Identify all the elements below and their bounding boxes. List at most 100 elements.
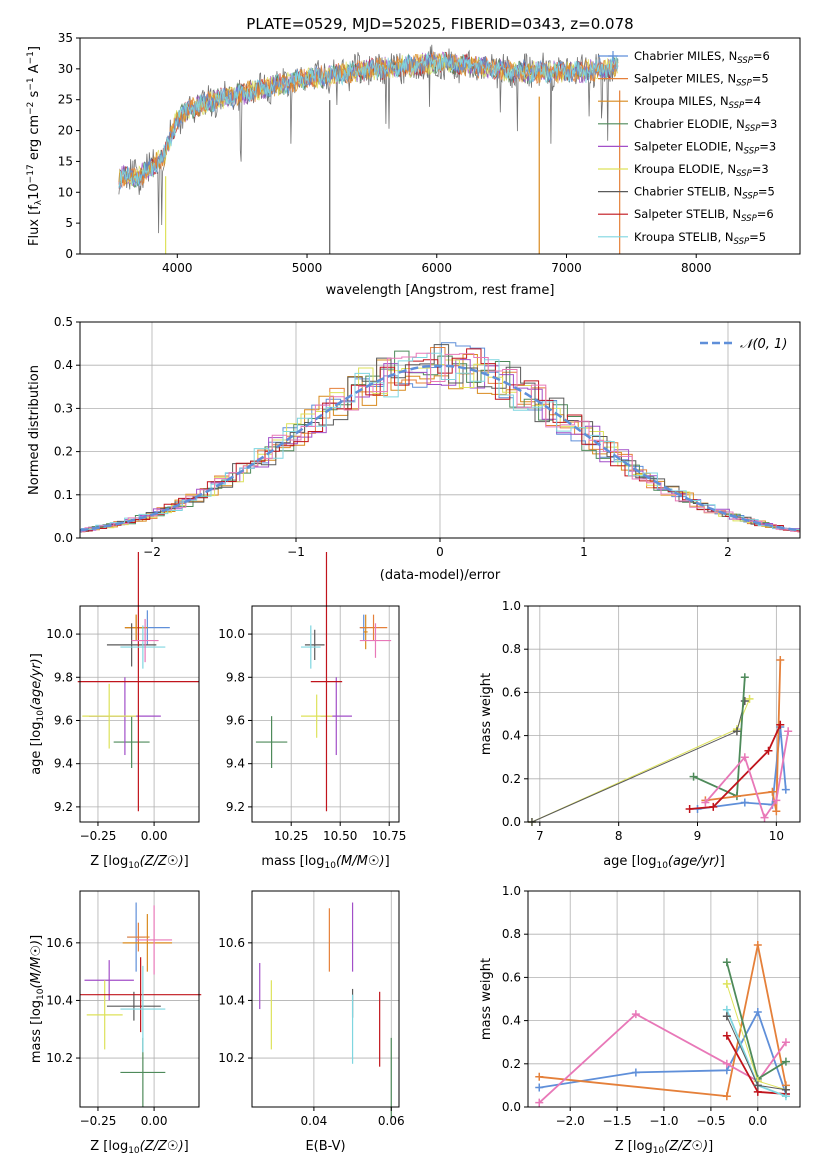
x-tick-label: 0 [436,545,444,559]
axis-ylabel: mass weight [479,958,494,1040]
point-marker [764,746,773,755]
y-tick-label: 0.0 [502,815,521,829]
age-vs-mass-panel: 10.25 10.50 10.75 9.2 9.4 9.6 9.8 10.0 mass [log… [218,552,406,871]
y-tick-label: 9.4 [226,757,245,771]
spectrum-frame [79,37,801,255]
y-tick-label: 9.8 [54,670,73,684]
y-tick-label: 0.6 [502,685,521,699]
subscript: 10 [656,861,668,871]
point-marker [760,813,769,822]
legend-value: =5 [752,72,769,86]
point-marker [772,796,781,805]
y-tick-label: 0 [65,247,73,261]
y-tick-label: 20 [58,124,73,138]
axis-xlabel: Z [log10(Z/Z☉)] [90,854,188,871]
y-tick-label: 10.4 [218,993,245,1007]
point-marker [732,727,741,736]
x-tick-label: 8000 [681,261,712,275]
residuals-panel: −2 −1 0 1 2 0.0 0.1 0.2 0.3 0.4 0.5 (data-model)/e… [27,315,801,583]
axis-ylabel: mass weight [479,673,494,755]
axis-expr: (age/yr) [668,854,720,869]
y-tick-label: 9.2 [226,800,245,814]
subscript: 10 [36,988,46,1000]
axis-xlabel: age [log10(age/yr)] [603,854,725,871]
axis-expr: (age/yr) [29,658,44,710]
y-tick-label: 1.0 [502,599,521,613]
point-marker [745,694,754,703]
x-tick-label: 1 [580,545,588,559]
panel-frame [251,890,400,1108]
panel-frame [251,605,400,823]
y-tick-label: 9.8 [226,670,245,684]
point-marker [631,1068,640,1077]
legend-normal-label: 𝒩(0, 1) [740,337,787,352]
residuals-xlabel: (data-model)/error [380,568,501,583]
x-tick-label: 5000 [292,261,323,275]
x-tick-label: −1 [287,545,305,559]
y-tick-label: 1.0 [502,884,521,898]
point-marker [722,958,731,967]
point-marker [781,785,790,794]
spectrum-panel: 4000 5000 6000 7000 8000 0 5 10 15 20 25 30 35 wavel… [26,31,801,298]
point-marker [740,673,749,682]
weight-line [705,659,782,812]
legend-label: Salpeter MILES, NSSP=5 [634,72,769,89]
y-tick-label: 5 [65,216,73,230]
y-tick-label: 0.8 [502,927,521,941]
x-tick-label: −0.25 [80,829,117,843]
bracket: ] [720,854,725,869]
x-tick-label: 7 [536,829,544,843]
residuals-ticks: −2 −1 0 1 2 0.0 0.1 0.2 0.3 0.4 0.5 [54,315,732,559]
x-tick-label: 7000 [551,261,582,275]
y-tick-label: 10 [58,185,73,199]
x-tick-label: 0.00 [141,1114,168,1128]
figure-title: PLATE=0529, MJD=52025, FIBERID=0343, z=0… [246,15,633,33]
point-marker [740,697,749,706]
spectrum-line [118,52,619,187]
y-tick-label: 0.4 [502,729,521,743]
y-tick-label: 0.8 [502,642,521,656]
point-marker [631,1010,640,1019]
subscript: 10 [325,861,337,871]
histogram-step [80,344,800,532]
x-tick-label: 6000 [421,261,452,275]
x-tick-label: 4000 [162,261,193,275]
y-tick-label: 10.0 [218,627,245,641]
legend-label: Salpeter STELIB, NSSP=6 [634,207,774,224]
bracket: ] [385,854,390,869]
y-tick-label: 0.3 [54,401,73,415]
point-marker [753,1081,762,1090]
point-marker [701,798,710,807]
x-tick-label: −2.0 [556,1114,585,1128]
x-tick-label: −0.5 [696,1114,725,1128]
legend-value: =5 [749,230,766,244]
point-marker [722,1031,731,1040]
subscript: 10 [128,861,140,871]
point-marker [740,798,749,807]
point-marker [781,1085,790,1094]
point-marker [781,1038,790,1047]
y-tick-label: 0.2 [502,772,521,786]
legend-marker [608,51,618,61]
point-marker [722,979,731,988]
x-tick-label: −2 [143,545,161,559]
legend-value: =3 [752,162,769,176]
point-marker [689,772,698,781]
y-tick-label: 10.0 [46,627,73,641]
point-marker [776,656,785,664]
residuals-legend: 𝒩(0, 1) [700,337,787,352]
y-tick-label: 10.6 [46,936,73,950]
point-marker [685,805,694,814]
point-marker [535,1072,544,1081]
x-tick-label: 0.00 [141,829,168,843]
y-tick-label: 15 [58,154,73,168]
subscript: 10 [128,1146,140,1156]
y-tick-label: 0.1 [54,488,73,502]
point-marker [722,1092,731,1101]
x-tick-label: 2 [724,545,732,559]
legend-label: Kroupa MILES, NSSP=4 [634,94,761,111]
axis-expr: (Z/Z☉) [140,854,184,869]
point-marker [535,1098,544,1107]
axis-expr: (Z/Z☉) [140,1139,184,1154]
